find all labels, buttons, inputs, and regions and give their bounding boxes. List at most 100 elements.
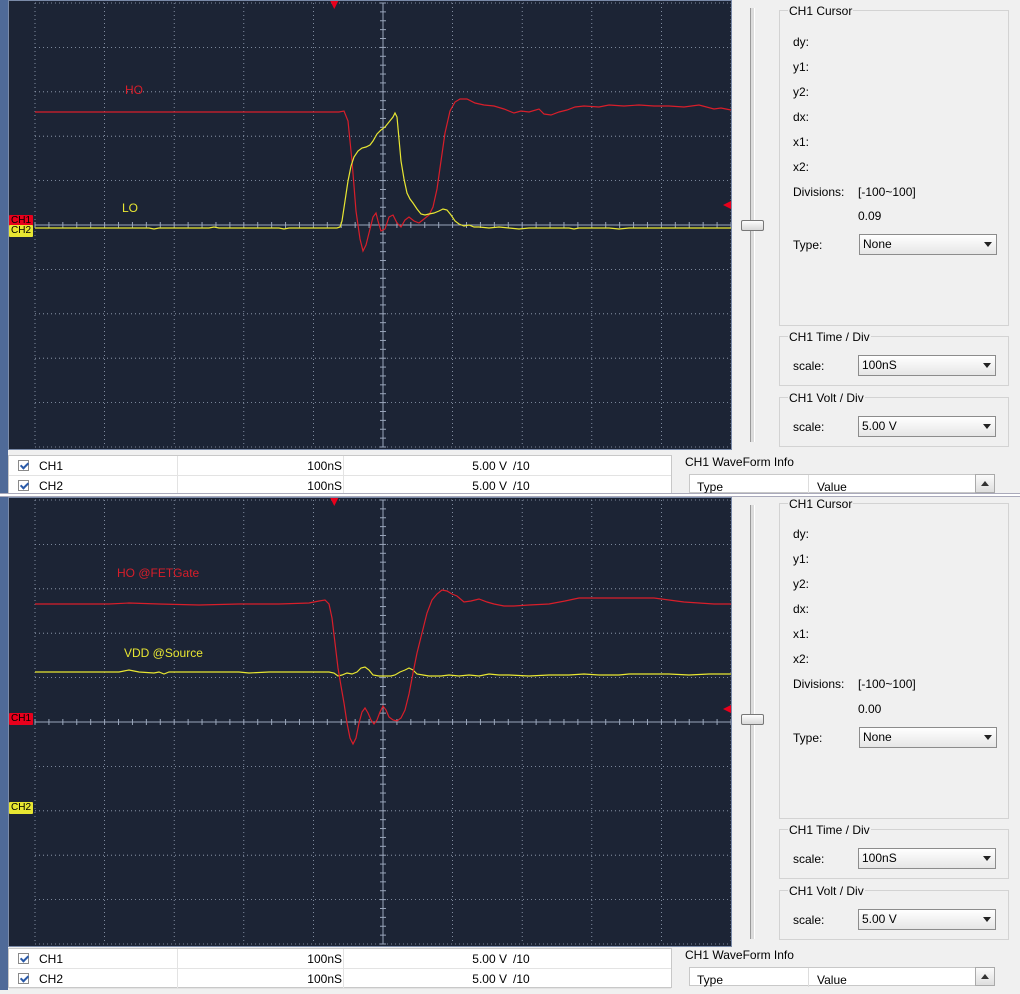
col-type-header[interactable]: Type: [697, 480, 724, 493]
time-div-title: CH1 Time / Div: [788, 823, 871, 837]
left-edge-bar: [0, 0, 8, 493]
ch1-trace-label: HO @FETGate: [117, 566, 200, 580]
cursor-group: CH1 Cursor dy: y1: y2: dx: x1: x2: Divis…: [779, 4, 1009, 326]
scroll-up-button[interactable]: [975, 967, 995, 986]
chevron-down-icon: [983, 917, 991, 922]
time-scale-label: scale:: [793, 852, 825, 866]
ch2-enable-checkbox[interactable]: [18, 973, 29, 984]
volt-div-title: CH1 Volt / Div: [788, 884, 865, 898]
channel-probe: /10: [513, 972, 530, 986]
cursor-group-title: CH1 Cursor: [788, 497, 854, 511]
slider-thumb[interactable]: [741, 714, 764, 725]
cursor-type-select[interactable]: None: [859, 234, 997, 255]
channel-table: CH1 100nS 5.00 V /10 CH2 100nS 5.00 V /1…: [8, 455, 672, 493]
ch2-level-marker[interactable]: CH2: [9, 225, 34, 237]
trigger-level-marker[interactable]: [723, 201, 731, 209]
cursor-group: CH1 Cursor dy: y1: y2: dx: x1: x2: Divis…: [779, 497, 1009, 819]
scope-grid-top: [34, 1, 731, 448]
trigger-position-marker[interactable]: [330, 498, 339, 506]
ch1-trace-label: HO: [125, 83, 143, 97]
scroll-up-button[interactable]: [975, 474, 995, 493]
trigger-level-marker[interactable]: [723, 705, 731, 713]
ch2-trace: [35, 111, 731, 230]
waveform-info-title: CH1 WaveForm Info: [685, 948, 794, 962]
dy-label: dy:: [793, 35, 810, 49]
x2-label: x2:: [793, 160, 810, 174]
scope-display-bottom[interactable]: HO @FETGate VDD @Source CH1 CH2: [8, 497, 732, 947]
channel-name: CH2: [39, 479, 64, 493]
scope-pane-top: HO LO CH1 CH2 CH1 Cursor dy: y1: y2: dx:…: [0, 0, 1020, 493]
ch2-level-marker[interactable]: CH2: [9, 802, 34, 814]
channel-volt: 5.00 V: [472, 459, 507, 473]
volt-scale-select[interactable]: 5.00 V: [858, 416, 996, 437]
dx-label: dx:: [793, 110, 810, 124]
table-row[interactable]: CH2 100nS 5.00 V /10: [9, 476, 671, 493]
col-value-header[interactable]: Value: [817, 480, 847, 493]
time-scale-label: scale:: [793, 359, 825, 373]
trigger-position-marker[interactable]: [330, 1, 339, 9]
volt-scale-label: scale:: [793, 913, 825, 927]
slider-thumb[interactable]: [741, 220, 764, 231]
ch1-enable-checkbox[interactable]: [18, 953, 29, 964]
y2-label: y2:: [793, 85, 810, 99]
ch1-level-marker[interactable]: CH1: [9, 215, 34, 227]
channel-table: CH1 100nS 5.00 V /10 CH2 100nS 5.00 V /1…: [8, 948, 672, 989]
y2-label: y2:: [793, 577, 810, 591]
ch1-trace: [35, 589, 731, 746]
ch2-enable-checkbox[interactable]: [18, 480, 29, 491]
waveform-info-header: Type Value: [689, 967, 995, 987]
cursor-type-value: None: [863, 237, 892, 251]
x1-label: x1:: [793, 135, 810, 149]
channel-probe: /10: [513, 459, 530, 473]
channel-time: 100nS: [307, 479, 342, 493]
cursor-type-value: None: [863, 730, 892, 744]
time-scale-value: 100nS: [862, 358, 897, 372]
time-scale-value: 100nS: [862, 851, 897, 865]
vertical-offset-slider[interactable]: [733, 0, 773, 450]
ch2-trace-label: VDD @Source: [124, 646, 203, 660]
chevron-down-icon: [984, 735, 992, 740]
divisions-label: Divisions:: [793, 677, 845, 691]
volt-scale-label: scale:: [793, 420, 825, 434]
time-div-group: CH1 Time / Div scale: 100nS: [779, 330, 1009, 386]
y1-label: y1:: [793, 60, 810, 74]
volt-div-group: CH1 Volt / Div scale: 5.00 V: [779, 884, 1009, 940]
table-row[interactable]: CH2 100nS 5.00 V /10: [9, 969, 671, 989]
vertical-offset-slider[interactable]: [733, 497, 773, 947]
scope-pane-bottom: HO @FETGate VDD @Source CH1 CH2 CH1 Curs…: [0, 497, 1020, 990]
volt-scale-value: 5.00 V: [862, 912, 897, 926]
channel-probe: /10: [513, 479, 530, 493]
time-div-title: CH1 Time / Div: [788, 330, 871, 344]
cursor-type-select[interactable]: None: [859, 727, 997, 748]
channel-name: CH1: [39, 952, 64, 966]
scope-display-top[interactable]: HO LO CH1 CH2: [8, 0, 732, 450]
dy-label: dy:: [793, 527, 810, 541]
channel-time: 100nS: [307, 459, 342, 473]
time-scale-select[interactable]: 100nS: [858, 355, 996, 376]
pane-divider: [0, 493, 1020, 497]
volt-scale-select[interactable]: 5.00 V: [858, 909, 996, 930]
ch2-trace-label: LO: [122, 201, 139, 215]
ch1-enable-checkbox[interactable]: [18, 460, 29, 471]
divisions-value: 0.00: [858, 702, 882, 716]
volt-div-title: CH1 Volt / Div: [788, 391, 865, 405]
ch1-trace: [35, 98, 731, 253]
col-value-header[interactable]: Value: [817, 973, 847, 987]
chevron-down-icon: [983, 424, 991, 429]
x1-label: x1:: [793, 627, 810, 641]
scope-grid-bottom: [34, 498, 731, 945]
time-scale-select[interactable]: 100nS: [858, 848, 996, 869]
chevron-down-icon: [983, 856, 991, 861]
time-div-group: CH1 Time / Div scale: 100nS: [779, 823, 1009, 879]
table-row[interactable]: CH1 100nS 5.00 V /10: [9, 949, 671, 969]
y1-label: y1:: [793, 552, 810, 566]
volt-div-group: CH1 Volt / Div scale: 5.00 V: [779, 391, 1009, 447]
channel-name: CH1: [39, 459, 64, 473]
waveform-info-title: CH1 WaveForm Info: [685, 455, 794, 469]
ch1-level-marker[interactable]: CH1: [9, 713, 34, 725]
divisions-range: [-100~100]: [858, 677, 916, 691]
channel-probe: /10: [513, 952, 530, 966]
table-row[interactable]: CH1 100nS 5.00 V /10: [9, 456, 671, 476]
col-type-header[interactable]: Type: [697, 973, 724, 987]
channel-time: 100nS: [307, 952, 342, 966]
